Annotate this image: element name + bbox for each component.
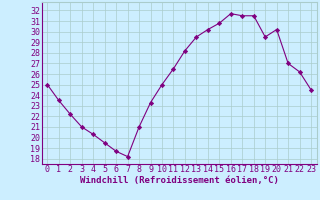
X-axis label: Windchill (Refroidissement éolien,°C): Windchill (Refroidissement éolien,°C) xyxy=(80,176,279,185)
